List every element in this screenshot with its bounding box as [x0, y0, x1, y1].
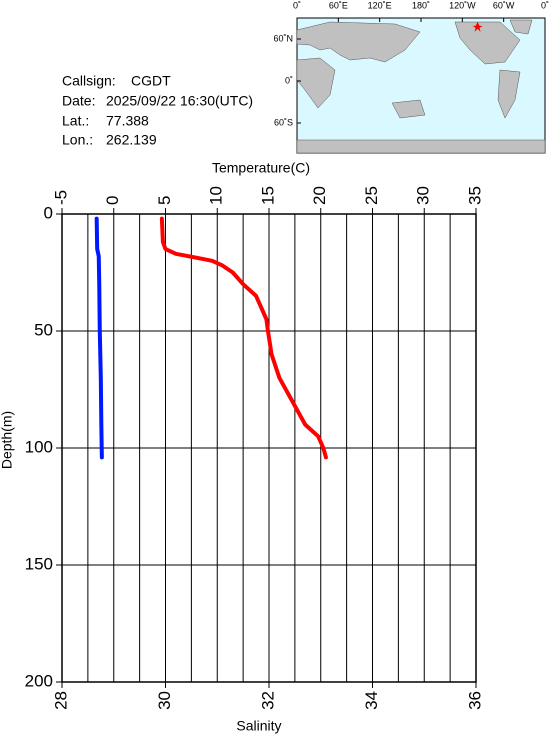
info: Callsign: CGDT Date: 2025/09/22 16:30(UT… [62, 73, 253, 148]
station-marker [472, 21, 483, 32]
map-x-tick-label: 0˚ [293, 0, 301, 10]
x2-tick-label: -5 [51, 190, 70, 205]
x-tick-label: 32 [258, 691, 277, 710]
date-label: Date: [62, 93, 95, 109]
lon: 262.139 [106, 132, 157, 148]
x-tick-label: 28 [51, 691, 70, 710]
x2-tick-label: 0 [103, 196, 122, 205]
profile-line [159, 216, 328, 460]
callsign-label: Callsign: [62, 73, 116, 89]
y-tick-label: 100 [25, 437, 53, 456]
date: 2025/09/22 16:30(UTC) [106, 93, 253, 109]
x2-tick-label: 5 [155, 196, 174, 205]
map-y-tick-label: 60˚N [273, 33, 293, 43]
map-x-tick-label: 60˚W [493, 0, 515, 10]
callsign: CGDT [131, 73, 171, 89]
map-x-tick-label: 120˚W [449, 0, 476, 10]
y-tick-label: 200 [25, 671, 53, 690]
x2-tick-label: 25 [362, 186, 381, 205]
map [296, 17, 546, 154]
x2-tick-label: 35 [465, 186, 484, 205]
y-tick-label: 150 [25, 554, 53, 573]
x-tick-label: 30 [155, 691, 174, 710]
map-y-tick-label: 60˚S [274, 117, 293, 127]
x2-tick-label: 30 [414, 186, 433, 205]
y-tick-label: 0 [44, 203, 53, 222]
x-axis-title: Salinity [236, 718, 281, 734]
y-tick-label: 50 [34, 320, 53, 339]
plot-frame [61, 213, 477, 683]
profile-line [94, 216, 104, 460]
land [296, 19, 546, 154]
map-x-tick-label: 60˚E [329, 0, 348, 10]
x2-tick-label: 15 [258, 186, 277, 205]
map-x-tick-label: 120˚E [368, 0, 392, 10]
x2-axis-title: Temperature(C) [212, 160, 310, 176]
x2-tick-label: 20 [310, 186, 329, 205]
x2-tick-label: 10 [207, 186, 226, 205]
lat-label: Lat.: [62, 113, 89, 129]
map-y-tick-label: 0˚ [285, 75, 293, 85]
x-tick-label: 36 [465, 691, 484, 710]
lon-label: Lon.: [62, 132, 93, 148]
map-x-tick-label: 180˚ [412, 0, 430, 10]
x-tick-label: 34 [362, 691, 381, 710]
map-x-tick-label: 0˚ [541, 0, 549, 10]
lat: 77.388 [106, 113, 149, 129]
y-axis-title: Depth(m) [0, 411, 15, 469]
